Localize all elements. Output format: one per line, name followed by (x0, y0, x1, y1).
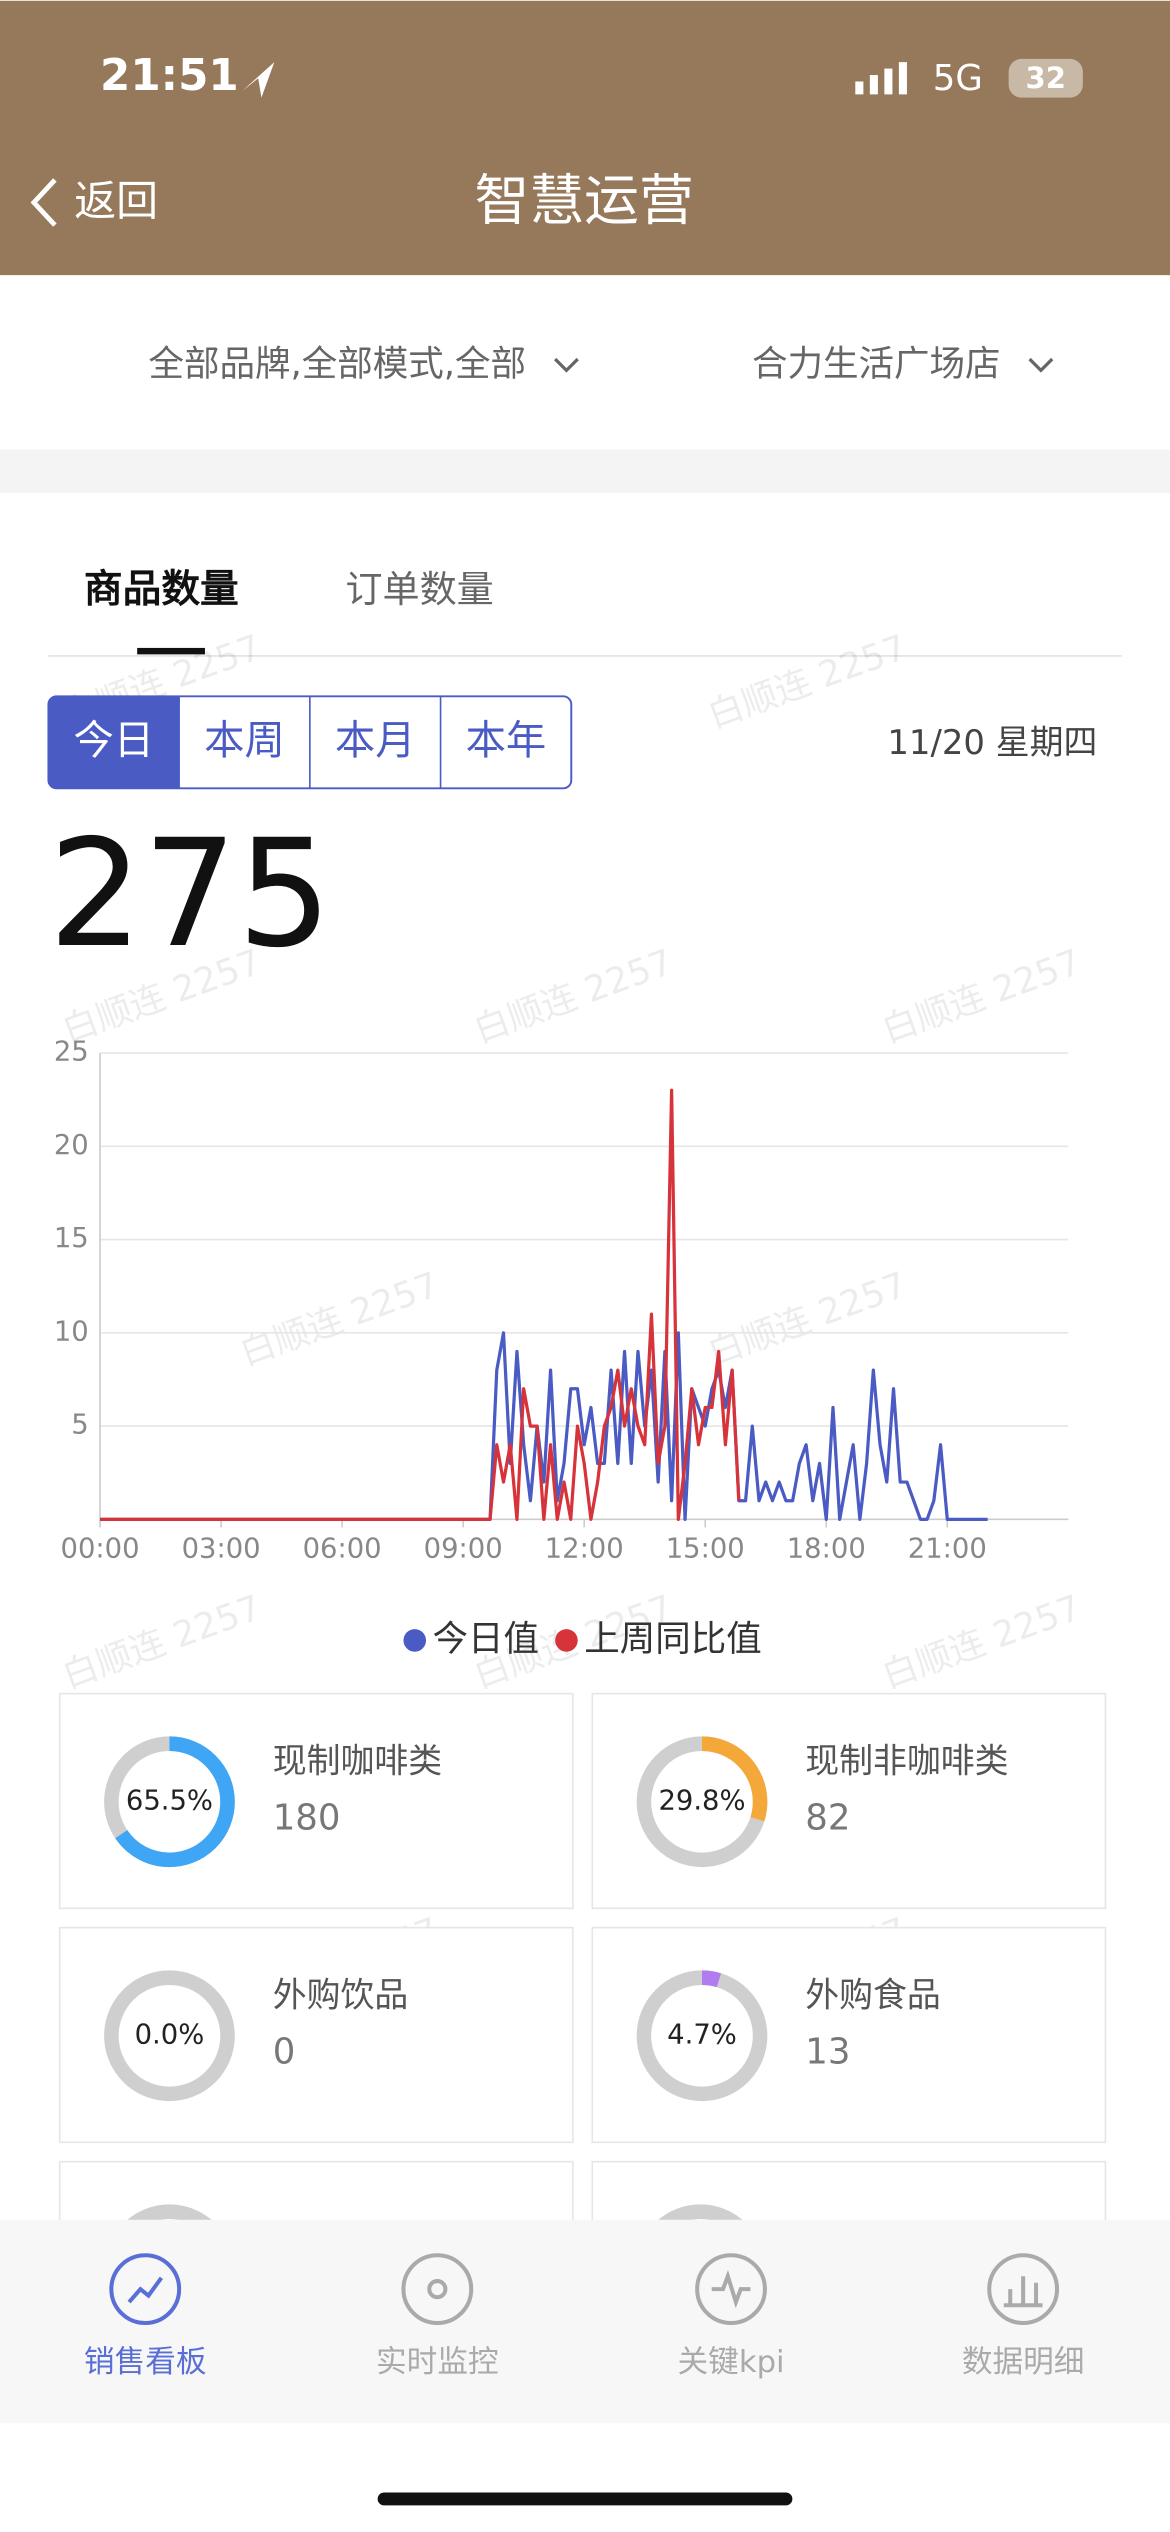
card-name: 外购饮品 (273, 1976, 409, 2015)
period-button[interactable]: 本月 (335, 717, 416, 764)
location-icon (242, 62, 275, 98)
tab-label[interactable]: 销售看板 (84, 2345, 207, 2380)
tabbar-bg (0, 2219, 1170, 2424)
card (58, 1692, 574, 1910)
card-name: 外购食品 (805, 1976, 941, 2015)
tab-glyph (427, 2279, 448, 2300)
tab-indicator (137, 647, 205, 655)
watermark: 白顺连 2257 (469, 942, 679, 1052)
filter-brand[interactable]: 全部品牌,全部模式,全部 (148, 344, 526, 385)
filter-store[interactable]: 合力生活广场店 (752, 344, 1001, 385)
chevron (554, 357, 579, 373)
series-line (100, 1088, 741, 1521)
tab-icon[interactable] (695, 2253, 767, 2326)
tab-label[interactable]: 数据明细 (962, 2345, 1085, 2380)
x-tick-label: 21:00 (908, 1534, 987, 1565)
tab-active[interactable]: 商品数量 (84, 567, 239, 612)
donut-arc (104, 1736, 235, 1868)
divider-band (0, 449, 1170, 493)
battery (1008, 58, 1083, 98)
donut-label: 65.5% (126, 1785, 213, 1816)
card (58, 1926, 574, 2144)
y-tick-label: 25 (54, 1036, 89, 1067)
watermark: 白顺连 2257 (235, 1265, 445, 1375)
donut-label: 4.7% (667, 2019, 737, 2050)
x-tick-label: 15:00 (666, 1534, 745, 1565)
watermark: 白顺连 2257 (703, 627, 913, 737)
battery-level: 32 (1026, 61, 1066, 95)
x-tick-label: 03:00 (182, 1534, 261, 1565)
back-icon[interactable] (30, 178, 57, 227)
watermark: 白顺连 2257 (877, 1587, 1087, 1697)
network: 5G (933, 58, 983, 99)
donut-label: 29.8% (658, 1785, 745, 1816)
back-button[interactable]: 返回 (74, 177, 158, 226)
y-tick-label: 20 (54, 1130, 89, 1161)
card (591, 1926, 1107, 2144)
card-count: 180 (273, 1798, 341, 1839)
chevron (1028, 357, 1054, 373)
y-tick-label: 5 (71, 1410, 88, 1441)
watermark: 白顺连 2257 (877, 942, 1087, 1052)
watermark: 白顺连 2257 (57, 1587, 267, 1697)
y-tick-label: 15 (54, 1223, 89, 1254)
donut-label: 0.0% (135, 2019, 205, 2050)
card-count: 0 (273, 2032, 296, 2073)
y-tick-label: 10 (54, 1316, 89, 1347)
total: 275 (48, 808, 331, 981)
tab-glyph (711, 2270, 751, 2309)
tab-label[interactable]: 实时监控 (376, 2345, 499, 2380)
card (591, 1692, 1107, 1910)
x-tick-label: 00:00 (61, 1534, 140, 1565)
tab-glyph (127, 2276, 164, 2304)
tab-icon[interactable] (987, 2253, 1060, 2326)
card-count: 13 (805, 2032, 850, 2073)
legend-label: 上周同比值 (584, 1618, 762, 1659)
legend-swatch (555, 1629, 578, 1652)
date: 11/20 星期四 (887, 723, 1097, 762)
period-button[interactable]: 今日 (73, 717, 154, 764)
tab-icon[interactable] (109, 2253, 182, 2326)
card-name: 现制非咖啡类 (805, 1742, 1008, 1781)
x-tick-label: 12:00 (545, 1534, 624, 1565)
page-title: 智慧运营 (474, 168, 693, 232)
tab[interactable]: 订单数量 (345, 568, 493, 611)
card-count: 82 (805, 1798, 850, 1839)
period-button[interactable]: 本年 (466, 717, 547, 764)
donut-arc (636, 1736, 768, 1868)
home-indicator (377, 2492, 793, 2506)
tab-icon[interactable] (401, 2253, 474, 2326)
x-tick-label: 06:00 (303, 1534, 382, 1565)
tab-glyph (1003, 2276, 1043, 2308)
watermark: 白顺连 2257 (703, 1265, 913, 1375)
clock: 21:51 (100, 51, 239, 101)
legend-label: 今日值 (432, 1618, 539, 1659)
x-tick-label: 18:00 (787, 1534, 866, 1565)
donut-track (104, 1970, 235, 2102)
period-button[interactable]: 本周 (204, 717, 285, 764)
tab-label[interactable]: 关键kpi (678, 2345, 785, 2380)
card-name: 现制咖啡类 (273, 1742, 442, 1781)
donut-arc (636, 1970, 768, 2102)
x-tick-label: 09:00 (424, 1534, 503, 1565)
period-active-bg (48, 696, 180, 789)
header-bg (0, 0, 1170, 276)
signal-icon (855, 62, 907, 95)
legend-swatch (403, 1629, 427, 1652)
